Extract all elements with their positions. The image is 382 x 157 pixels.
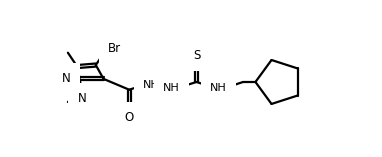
Text: NH: NH bbox=[163, 83, 180, 93]
Text: Br: Br bbox=[108, 42, 121, 55]
Text: N: N bbox=[62, 72, 71, 85]
Text: NH: NH bbox=[210, 83, 227, 93]
Text: N: N bbox=[78, 92, 86, 105]
Text: S: S bbox=[193, 49, 200, 62]
Text: NH: NH bbox=[142, 80, 159, 90]
Text: O: O bbox=[125, 111, 134, 124]
